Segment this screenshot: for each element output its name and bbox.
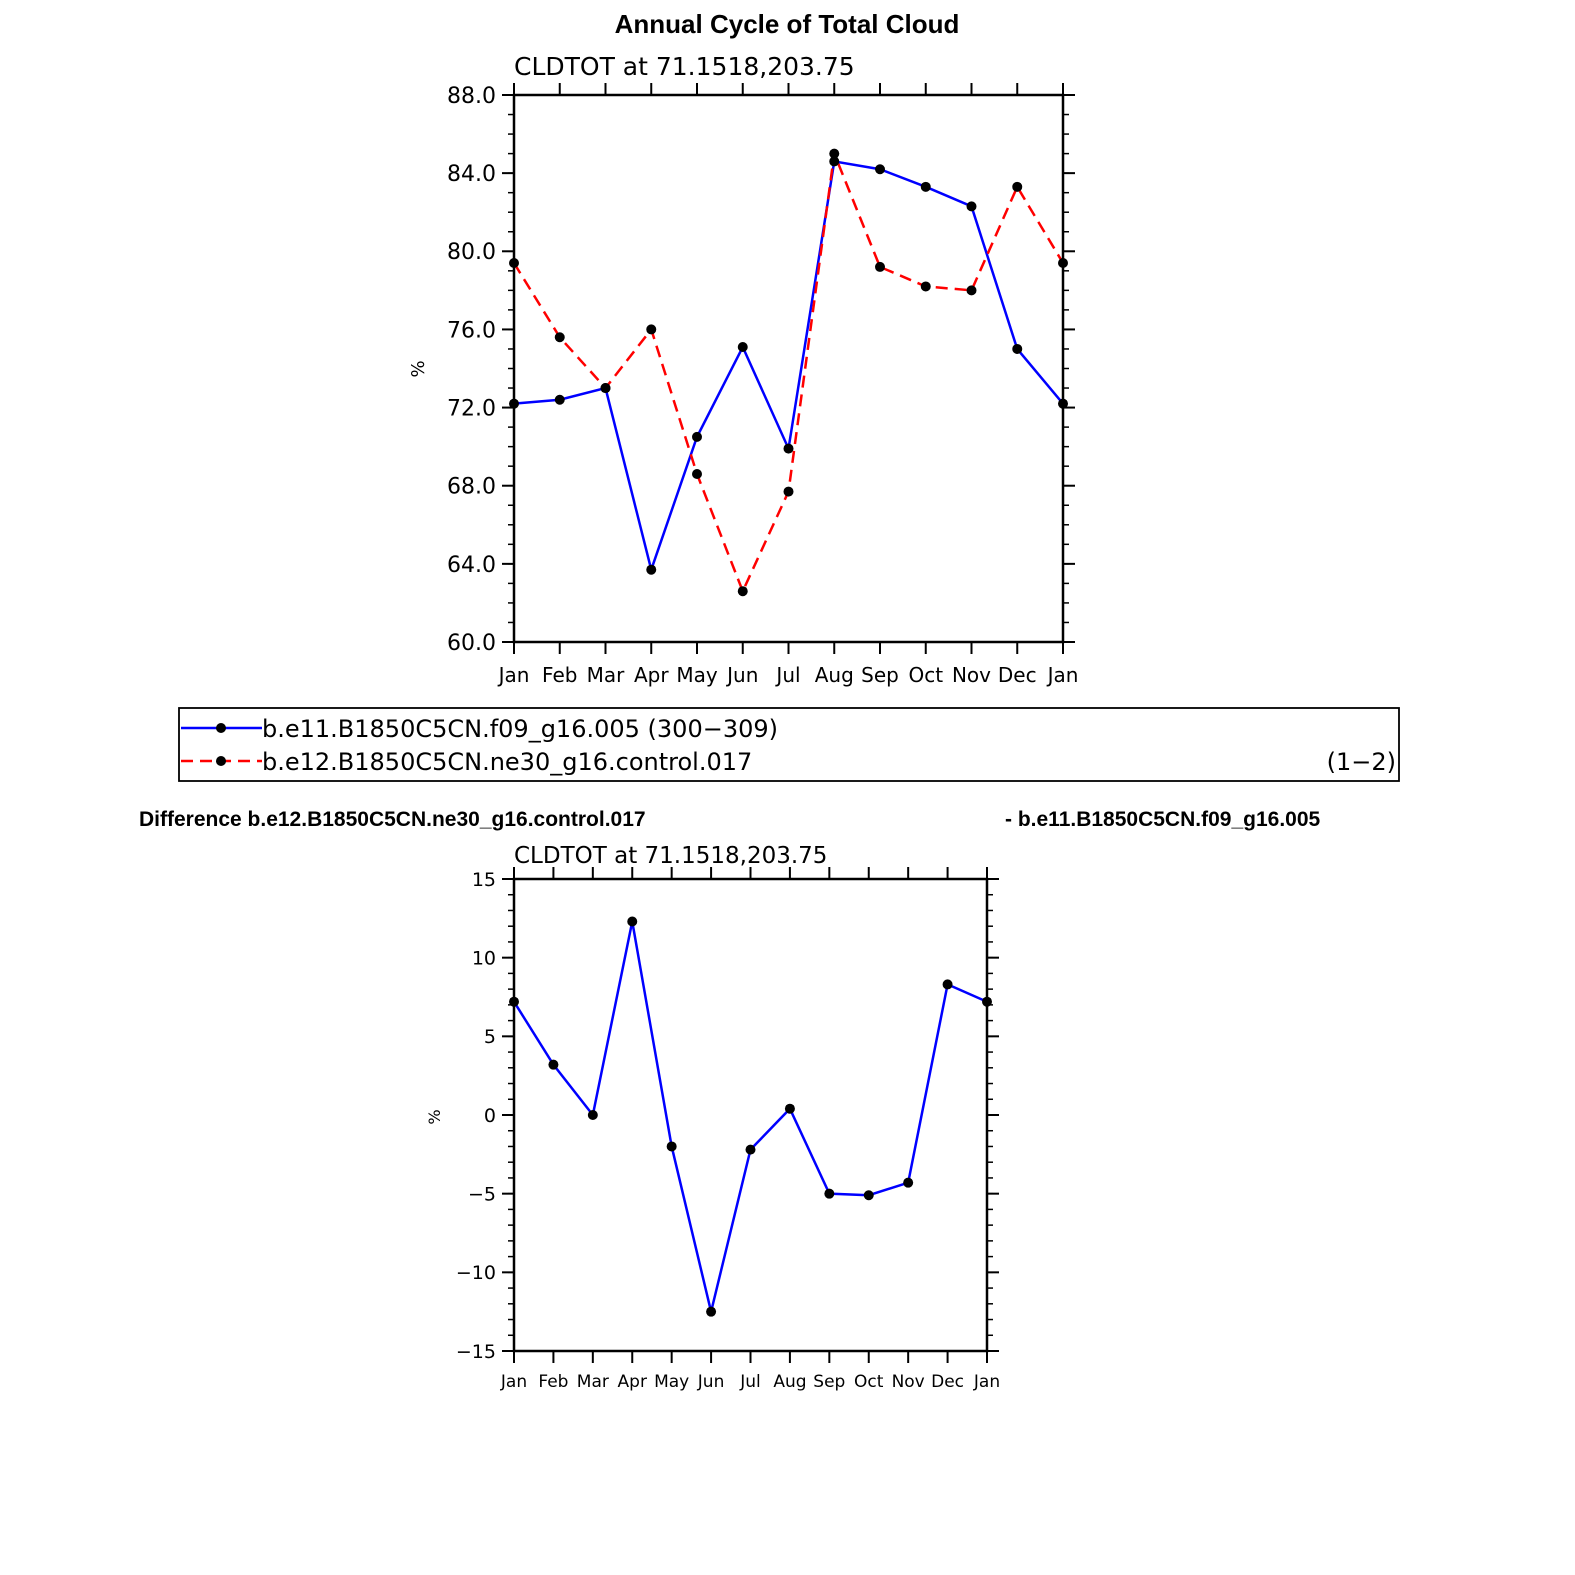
legend-label-series-1: b.e11.B1850C5CN.f09_g16.005 (300−309)	[262, 715, 778, 743]
legend-marker-series-2	[216, 756, 226, 766]
top-chart-subtitle: CLDTOT at 71.1518,203.75	[514, 52, 855, 81]
page-title: Annual Cycle of Total Cloud	[615, 9, 960, 39]
bottom-chart-xtick-label: Aug	[773, 1372, 806, 1392]
bottom-chart-ytick-label: −10	[456, 1262, 496, 1284]
bottom-chart-series-1-line	[512, 921, 988, 1312]
legend-box	[178, 707, 1400, 782]
bottom-chart-xtick-label: Oct	[854, 1372, 884, 1392]
top-chart-series-1-point	[966, 201, 977, 212]
top-chart-ytick-label: 84.0	[447, 162, 496, 187]
bottom-chart-ytick-label: −5	[468, 1184, 496, 1206]
top-chart-xtick-label: Oct	[908, 663, 943, 687]
bottom-chart-series-1-point	[706, 1306, 717, 1317]
top-chart-ytick-label: 60.0	[447, 631, 496, 656]
bottom-chart-frame	[512, 877, 989, 1353]
top-chart-series-1-point	[875, 164, 885, 175]
bottom-chart-series-1-point	[666, 1141, 677, 1152]
bottom-chart-xtick-label: Feb	[538, 1372, 568, 1392]
top-chart-series-1-point	[554, 394, 565, 405]
legend-extra-label: (1−2)	[1327, 748, 1396, 776]
top-chart-ytick-label: 72.0	[447, 396, 496, 421]
bottom-chart-series-1-point	[548, 1059, 559, 1070]
top-chart-frame	[512, 93, 1065, 644]
legend-marker-series-1	[216, 723, 226, 733]
bottom-chart-ytick-label: 5	[484, 1026, 496, 1048]
top-chart-xtick-label: Jun	[725, 663, 758, 687]
top-chart-series-1-point	[646, 564, 657, 575]
top-chart-series-2-point	[783, 486, 794, 497]
top-chart-series-2-line	[512, 148, 1065, 595]
bottom-chart-xtick-label: Jun	[697, 1372, 725, 1392]
bottom-chart-xtick-label: Jan	[500, 1372, 527, 1392]
top-chart-ylabel: %	[408, 360, 429, 377]
top-chart-ytick-label: 76.0	[447, 318, 496, 343]
top-chart-ytick-label: 80.0	[447, 240, 496, 265]
bottom-chart-xtick-label: May	[654, 1372, 689, 1392]
top-chart-series-1-point	[829, 156, 840, 167]
bottom-chart: Difference b.e12.B1850C5CN.ne30_g16.cont…	[139, 808, 1321, 1392]
bottom-chart-series-1-point	[627, 916, 638, 927]
bottom-chart-title-right: - b.e11.B1850C5CN.f09_g16.005	[1005, 808, 1321, 831]
top-chart-ytick-label: 64.0	[447, 553, 496, 578]
bottom-chart-series-1-point	[784, 1103, 795, 1114]
top-chart: CLDTOT at 71.1518,203.75 % 60.0 64.0 68.0 7…	[408, 52, 1078, 687]
bottom-chart-xtick-label: Nov	[892, 1372, 925, 1392]
top-chart-series-2-point	[920, 281, 931, 292]
top-chart-xtick-label: Jul	[774, 663, 800, 687]
top-chart-series-2-point	[554, 332, 565, 343]
bottom-chart-subtitle: CLDTOT at 71.1518,203.75	[514, 843, 827, 869]
top-chart-series-1-point	[737, 342, 748, 353]
top-chart-xtick-label: Feb	[542, 663, 577, 687]
bottom-chart-xtick-label: Apr	[618, 1372, 647, 1392]
bottom-chart-xtick-label: Mar	[577, 1372, 609, 1392]
bottom-chart-xtick-label: Dec	[931, 1372, 964, 1392]
top-chart-xtick-label: Apr	[634, 663, 669, 687]
bottom-chart-xtick-label: Jul	[739, 1372, 761, 1392]
bottom-chart-series-1-point	[745, 1144, 756, 1155]
bottom-chart-series-1-point	[824, 1188, 835, 1199]
bottom-chart-xtick-label: Sep	[813, 1372, 845, 1392]
top-chart-xtick-label: Jan	[497, 663, 530, 687]
bottom-chart-series-1-point	[863, 1190, 874, 1201]
top-chart-series-2-point	[829, 148, 840, 159]
bottom-chart-ytick-label: −15	[456, 1341, 496, 1363]
top-chart-series-1-point	[692, 431, 702, 442]
bottom-chart-ytick-label: 15	[472, 869, 496, 891]
bottom-chart-title-left: Difference b.e12.B1850C5CN.ne30_g16.cont…	[139, 808, 646, 831]
top-chart-series-2-point	[966, 285, 977, 296]
top-chart-xtick-label: Sep	[861, 663, 899, 687]
legend-label-series-2: b.e12.B1850C5CN.ne30_g16.control.017	[262, 748, 752, 776]
bottom-chart-ylabel: %	[425, 1109, 444, 1124]
bottom-chart-series-1-point	[587, 1110, 598, 1120]
bottom-chart-series-1-point	[903, 1177, 914, 1188]
top-chart-series-2-point	[646, 324, 657, 335]
top-chart-series-1-point	[783, 443, 794, 454]
bottom-chart-series-1-point	[942, 979, 953, 990]
bottom-chart-ytick-label: 10	[472, 948, 496, 970]
bottom-chart-xtick-label: Jan	[973, 1372, 1000, 1392]
top-chart-xtick-label: May	[676, 663, 718, 687]
top-chart-series-2-point	[1012, 181, 1023, 192]
bottom-chart-ytick-label: 0	[484, 1105, 496, 1127]
top-chart-xtick-label: Dec	[998, 663, 1037, 687]
top-chart-ytick-label: 88.0	[447, 84, 496, 109]
top-chart-xtick-label: Nov	[952, 663, 991, 687]
top-chart-xtick-label: Aug	[815, 663, 854, 687]
top-chart-xtick-label: Mar	[587, 663, 626, 687]
legend: b.e11.B1850C5CN.f09_g16.005 (300−309) b.…	[178, 707, 1400, 782]
top-chart-xtick-label: Jan	[1046, 663, 1079, 687]
top-chart-series-2-point	[875, 261, 885, 272]
top-chart-series-1-point	[1012, 343, 1023, 354]
top-chart-series-2-point	[692, 468, 702, 479]
top-chart-series-1-point	[920, 181, 931, 192]
top-chart-series-2-point	[600, 383, 611, 394]
top-chart-ytick-label: 68.0	[447, 475, 496, 500]
top-chart-series-2-point	[737, 586, 748, 597]
top-chart-series-1-line	[513, 159, 1064, 575]
